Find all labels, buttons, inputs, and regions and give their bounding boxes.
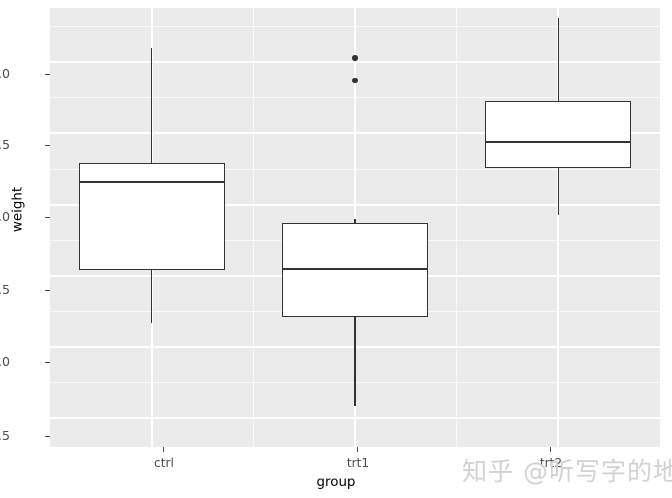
median-line	[282, 267, 428, 271]
y-tick-label-4.5: 4.5	[0, 282, 10, 297]
box-iqr	[485, 100, 632, 168]
y-tick-mark-6.0	[45, 74, 50, 76]
y-tick-mark-4.5	[45, 290, 50, 292]
boxplot-trt2	[50, 8, 660, 447]
y-tick-label-6.0: 6.0	[0, 66, 10, 81]
median-line	[78, 180, 225, 184]
y-tick-mark-3.5	[45, 436, 50, 438]
x-tick-label-ctrl: ctrl	[154, 456, 174, 470]
y-tick-label-5.5: 5.5	[0, 137, 10, 152]
y-tick-mark-5.5	[45, 145, 50, 147]
outlier-point	[352, 77, 358, 84]
y-axis-title: weight	[10, 186, 26, 233]
whisker-upper	[557, 17, 559, 101]
gridline-minor-x	[456, 8, 458, 447]
boxplot-trt1	[50, 8, 660, 447]
outlier-point	[352, 55, 358, 61]
box-iqr	[282, 223, 428, 318]
x-tick-mark-trt2	[550, 447, 552, 452]
boxplot-ctrl	[50, 8, 660, 447]
watermark-text: 知乎 @听写字的地方	[462, 457, 672, 486]
x-tick-mark-trt1	[357, 447, 359, 452]
whisker-lower	[557, 167, 559, 215]
whisker-upper	[151, 47, 153, 164]
x-tick-mark-ctrl	[163, 447, 165, 452]
y-tick-mark-5.0	[45, 217, 50, 219]
y-tick-mark-4.0	[45, 362, 50, 364]
x-axis-title: group	[316, 475, 356, 490]
x-tick-label-trt2: trt2	[539, 456, 563, 470]
y-tick-label-3.5: 3.5	[0, 428, 10, 443]
whisker-upper	[354, 218, 356, 224]
plot-panel	[50, 8, 660, 447]
whisker-lower	[151, 270, 153, 323]
gridline-major-x	[557, 8, 560, 447]
y-tick-label-5.0: 5.0	[0, 209, 10, 224]
gridline-minor-x	[252, 8, 254, 447]
y-tick-label-4.0: 4.0	[0, 354, 10, 369]
x-tick-label-trt1: trt1	[346, 456, 370, 470]
whisker-lower	[354, 317, 356, 406]
median-line	[485, 140, 632, 144]
